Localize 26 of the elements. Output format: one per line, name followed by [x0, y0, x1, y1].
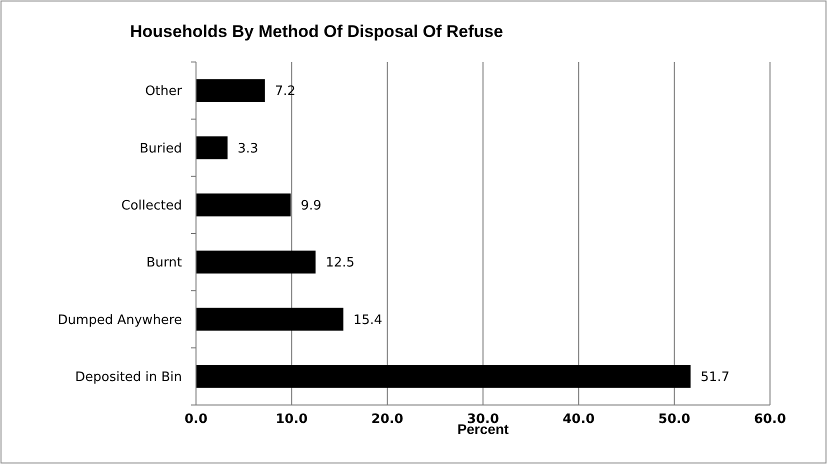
y-tick-label: Other: [145, 84, 183, 100]
data-label: 15.4: [353, 312, 382, 328]
y-tick-label: Burnt: [146, 256, 182, 271]
bar: [196, 308, 344, 331]
bar: [196, 250, 316, 274]
y-tick-label: Dumped Anywhere: [58, 312, 182, 328]
data-label: 7.2: [274, 84, 296, 100]
x-tick-label: 40.0: [562, 412, 595, 427]
x-tick-label: 60.0: [754, 412, 786, 427]
chart-title: Households By Method Of Disposal Of Refuse: [130, 22, 504, 41]
x-tick-label: 20.0: [371, 412, 404, 427]
y-tick-label: Deposited in Bin: [75, 370, 182, 385]
x-tick-label: 50.0: [658, 412, 690, 427]
bar: [196, 136, 228, 160]
x-tick-label: 30.0: [466, 412, 500, 427]
y-tick-label: Buried: [140, 141, 182, 156]
data-label: 3.3: [238, 141, 258, 156]
bar: [196, 193, 291, 216]
bar: [196, 364, 691, 388]
bar: [196, 79, 265, 102]
data-label: 51.7: [700, 370, 730, 385]
x-tick-label: 10.0: [276, 412, 308, 427]
y-tick-label: Collected: [121, 198, 182, 214]
x-tick-label: 0.0: [184, 412, 208, 427]
data-label: 9.9: [300, 198, 322, 214]
data-label: 12.5: [326, 256, 355, 271]
